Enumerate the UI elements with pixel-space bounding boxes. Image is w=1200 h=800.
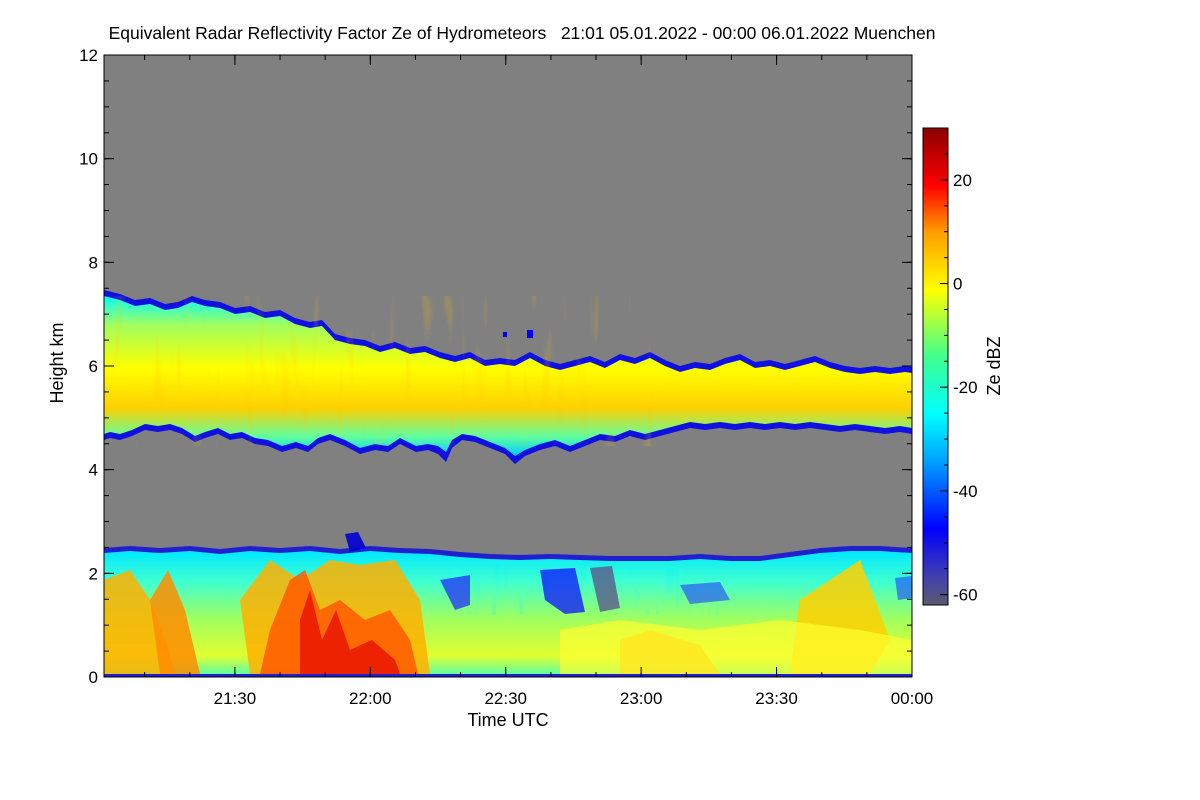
colorbar: 20 0 -20 -40 -60 Ze dBZ (922, 127, 1004, 606)
colorbar-tick-label: -40 (953, 482, 978, 501)
lower-layer-weak-echo (345, 532, 912, 614)
colorbar-tick-label: 20 (953, 171, 972, 190)
x-tick-label: 22:30 (484, 689, 527, 708)
chart-title: Equivalent Radar Reflectivity Factor Ze … (109, 23, 936, 43)
y-tick-label: 6 (89, 357, 98, 376)
x-axis: 21:30 22:00 22:30 23:00 23:30 00:00 (144, 55, 934, 708)
upper-layer-patch (503, 330, 533, 338)
x-tick-label: 23:30 (755, 689, 798, 708)
colorbar-tick-label: -20 (953, 378, 978, 397)
x-tick-label: 21:30 (214, 689, 257, 708)
y-tick-label: 2 (89, 564, 98, 583)
colorbar-label: Ze dBZ (984, 336, 1004, 395)
y-tick-label: 8 (89, 253, 98, 272)
colorbar-tick-label: -60 (953, 586, 978, 605)
upper-layer-texture (104, 296, 664, 446)
x-axis-label: Time UTC (467, 710, 548, 730)
x-tick-label: 00:00 (891, 689, 934, 708)
y-tick-label: 4 (89, 461, 98, 480)
x-tick-label: 22:00 (349, 689, 392, 708)
lower-precip-layer (104, 532, 912, 677)
colorbar-gradient (922, 127, 949, 606)
colorbar-ticks: 20 0 -20 -40 -60 (940, 127, 978, 605)
y-tick-label: 12 (79, 46, 98, 65)
y-axis: 0 2 4 6 8 10 12 (79, 46, 912, 687)
x-tick-label: 23:00 (620, 689, 663, 708)
y-axis-label: Height km (47, 322, 67, 403)
y-tick-label: 0 (89, 668, 98, 687)
colorbar-tick-label: 0 (953, 275, 962, 294)
plot-area (104, 55, 912, 677)
upper-cloud-layer (104, 290, 912, 464)
y-tick-label: 10 (79, 150, 98, 169)
lower-layer-strong-echo (104, 560, 912, 674)
